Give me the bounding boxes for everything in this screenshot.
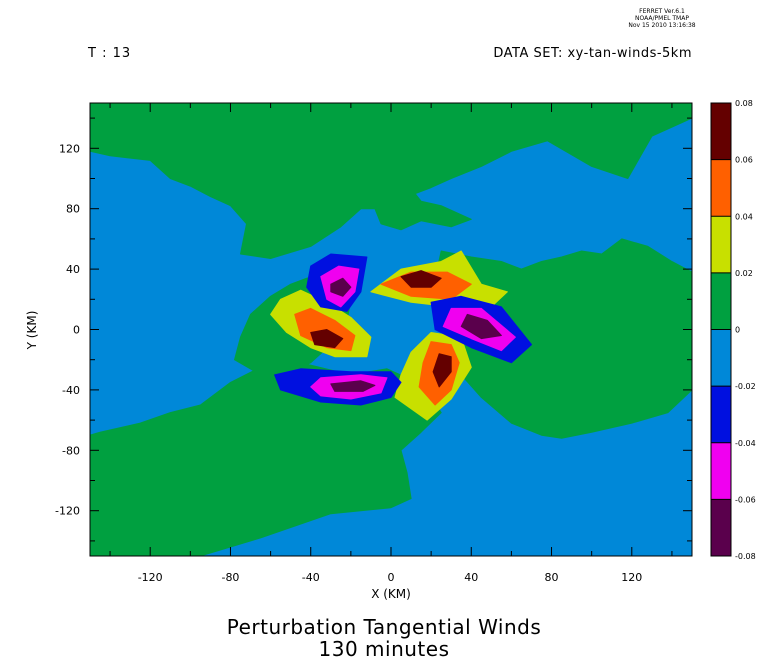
colorbar-swatch bbox=[711, 272, 731, 330]
contour-region-band-nw-dark bbox=[330, 277, 352, 297]
contour-region-band-ne-dark bbox=[400, 270, 442, 288]
colorbar-label: 0 bbox=[735, 326, 740, 335]
x-tick-label: -40 bbox=[302, 571, 320, 584]
colorbar-label: -0.02 bbox=[735, 382, 756, 391]
y-tick-label: 120 bbox=[59, 142, 80, 155]
colorbar-swatch bbox=[711, 216, 731, 273]
y-axis: -120 -80 -40 0 40 80 120 bbox=[55, 117, 692, 542]
y-tick-label: 0 bbox=[73, 324, 80, 337]
y-tick-label: -40 bbox=[62, 384, 80, 397]
stamp-line: NOAA/PMEL TMAP bbox=[635, 15, 689, 22]
x-tick-label: 0 bbox=[388, 571, 395, 584]
contour-region-band-se-dark bbox=[432, 353, 452, 388]
colorbar-label: 0.02 bbox=[735, 269, 753, 278]
ferret-stamp: FERRET Ver.6.1 NOAA/PMEL TMAP Nov 15 201… bbox=[622, 8, 702, 29]
colorbar-label: -0.08 bbox=[735, 552, 756, 561]
stamp-line: FERRET Ver.6.1 bbox=[639, 8, 685, 15]
x-tick-label: 80 bbox=[545, 571, 559, 584]
colorbar-swatch bbox=[711, 386, 731, 443]
y-tick-label: -80 bbox=[62, 444, 80, 457]
colorbar-label: -0.04 bbox=[735, 439, 756, 448]
colorbar-label: -0.06 bbox=[735, 495, 756, 504]
x-tick-label: -120 bbox=[138, 571, 163, 584]
contour-region-south-band bbox=[90, 362, 442, 556]
colorbar-label: 0.08 bbox=[735, 99, 753, 108]
y-tick-label: 80 bbox=[66, 203, 80, 216]
contour-region-band-sw-dark bbox=[310, 329, 344, 349]
x-tick-label: -80 bbox=[221, 571, 239, 584]
contour-region-band-s-dark bbox=[330, 380, 376, 392]
colorbar-label: 0.06 bbox=[735, 156, 753, 165]
time-step-label: T : 13 bbox=[88, 46, 132, 61]
colorbar-label: 0.04 bbox=[735, 212, 753, 221]
x-tick-label: 40 bbox=[464, 571, 478, 584]
y-axis-label: Y (KM) bbox=[25, 311, 39, 351]
y-tick-label: 40 bbox=[66, 263, 80, 276]
chart-title: Perturbation Tangential Winds bbox=[226, 615, 542, 639]
contour-region-band-e-dark bbox=[460, 313, 502, 340]
colorbar-swatch bbox=[711, 499, 731, 556]
colorbar-legend: -0.08 -0.06 -0.04 -0.02 0 0.02 0.04 0.06 0.08 bbox=[710, 99, 756, 561]
x-axis: -120 -80 -40 0 40 80 120 bbox=[109, 103, 673, 584]
dataset-label: DATA SET: xy-tan-winds-5km bbox=[493, 46, 692, 61]
contour-region-north-band bbox=[90, 103, 692, 259]
colorbar-swatch bbox=[711, 103, 731, 160]
colorbar-swatch bbox=[711, 159, 731, 217]
colorbar-swatch bbox=[711, 329, 731, 387]
colorbar-swatch bbox=[711, 442, 731, 500]
contour-regions bbox=[90, 103, 692, 556]
x-tick-label: 120 bbox=[621, 571, 642, 584]
y-tick-label: -120 bbox=[55, 505, 80, 518]
chart-subtitle: 130 minutes bbox=[318, 637, 450, 661]
stamp-line: Nov 15 2010 13:16:38 bbox=[628, 22, 696, 29]
x-axis-label: X (KM) bbox=[371, 587, 411, 601]
